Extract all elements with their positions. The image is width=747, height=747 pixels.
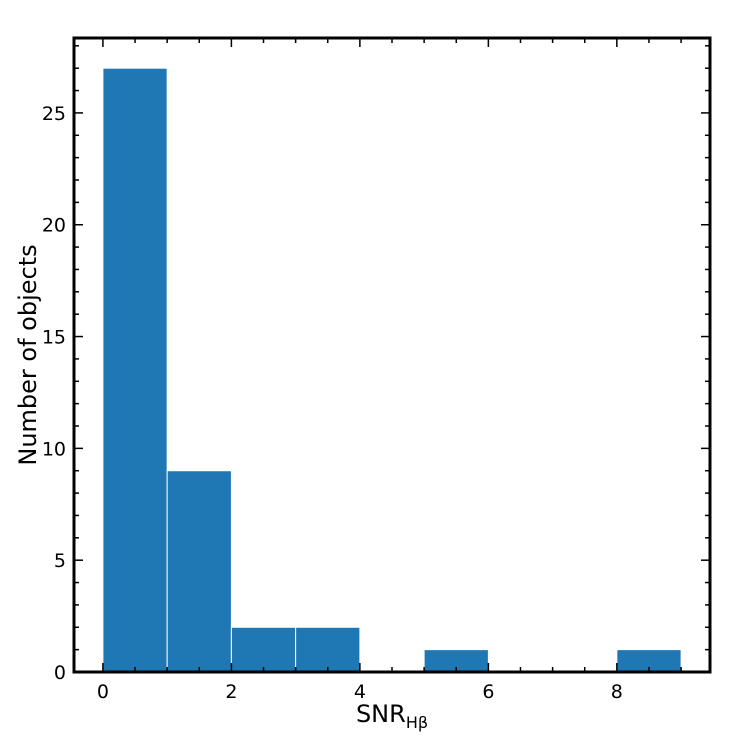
tick-labels-layer: 0 2 4 6 8 0 5 10 15 20 25 <box>42 103 623 703</box>
histogram-bar <box>295 626 361 673</box>
y-tick-label: 10 <box>42 438 66 460</box>
x-tick-label: 2 <box>225 681 237 703</box>
x-tick-label: 6 <box>482 681 494 703</box>
y-tick-label: 20 <box>42 215 66 237</box>
histogram-bar <box>102 67 168 673</box>
x-tick-label: 0 <box>97 681 109 703</box>
y-tick-label: 0 <box>54 662 66 684</box>
y-tick-label: 15 <box>42 327 66 349</box>
y-tick-label: 5 <box>54 550 66 572</box>
x-axis-label: SNRHβ <box>356 700 428 732</box>
bars-layer <box>102 67 682 673</box>
histogram-bar <box>166 470 232 673</box>
y-axis-label: Number of objects <box>14 244 42 465</box>
y-tick-label: 25 <box>42 103 66 125</box>
x-tick-label: 8 <box>611 681 623 703</box>
plot-frame <box>72 36 712 674</box>
x-tick-label: 4 <box>354 681 366 703</box>
x-axis-label-subscript: Hβ <box>406 713 428 732</box>
x-axis-label-main: SNR <box>356 700 406 728</box>
histogram-bar <box>230 626 297 673</box>
